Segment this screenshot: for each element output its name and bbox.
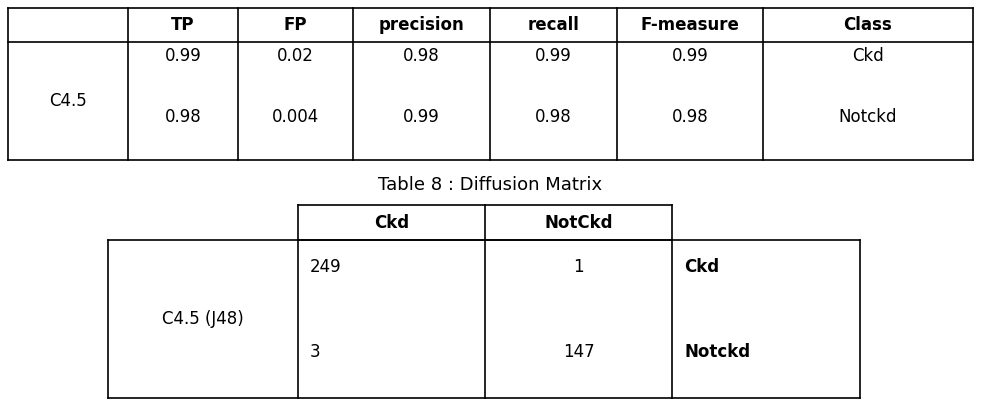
Text: FP: FP — [284, 16, 307, 34]
Text: 0.99: 0.99 — [535, 47, 572, 65]
Text: Ckd: Ckd — [852, 47, 884, 65]
Text: Class: Class — [844, 16, 893, 34]
Text: precision: precision — [379, 16, 464, 34]
Text: 147: 147 — [563, 343, 594, 361]
Text: Table 8 : Diffusion Matrix: Table 8 : Diffusion Matrix — [378, 176, 602, 194]
Text: Ckd: Ckd — [684, 258, 719, 276]
Text: TP: TP — [172, 16, 195, 34]
Text: 0.98: 0.98 — [535, 108, 572, 126]
Text: 0.99: 0.99 — [672, 47, 708, 65]
Text: C4.5: C4.5 — [49, 92, 87, 110]
Text: 0.98: 0.98 — [403, 47, 439, 65]
Text: 249: 249 — [310, 258, 341, 276]
Text: recall: recall — [528, 16, 580, 34]
Text: 0.004: 0.004 — [272, 108, 319, 126]
Text: 0.99: 0.99 — [403, 108, 439, 126]
Text: Ckd: Ckd — [374, 213, 409, 231]
Text: 0.98: 0.98 — [165, 108, 201, 126]
Text: 1: 1 — [573, 258, 584, 276]
Text: F-measure: F-measure — [641, 16, 740, 34]
Text: 0.99: 0.99 — [165, 47, 201, 65]
Text: 0.98: 0.98 — [672, 108, 708, 126]
Text: NotCkd: NotCkd — [544, 213, 613, 231]
Text: C4.5 (J48): C4.5 (J48) — [162, 310, 244, 328]
Text: Notckd: Notckd — [839, 108, 898, 126]
Text: 3: 3 — [310, 343, 321, 361]
Text: Notckd: Notckd — [684, 343, 750, 361]
Text: 0.02: 0.02 — [277, 47, 314, 65]
